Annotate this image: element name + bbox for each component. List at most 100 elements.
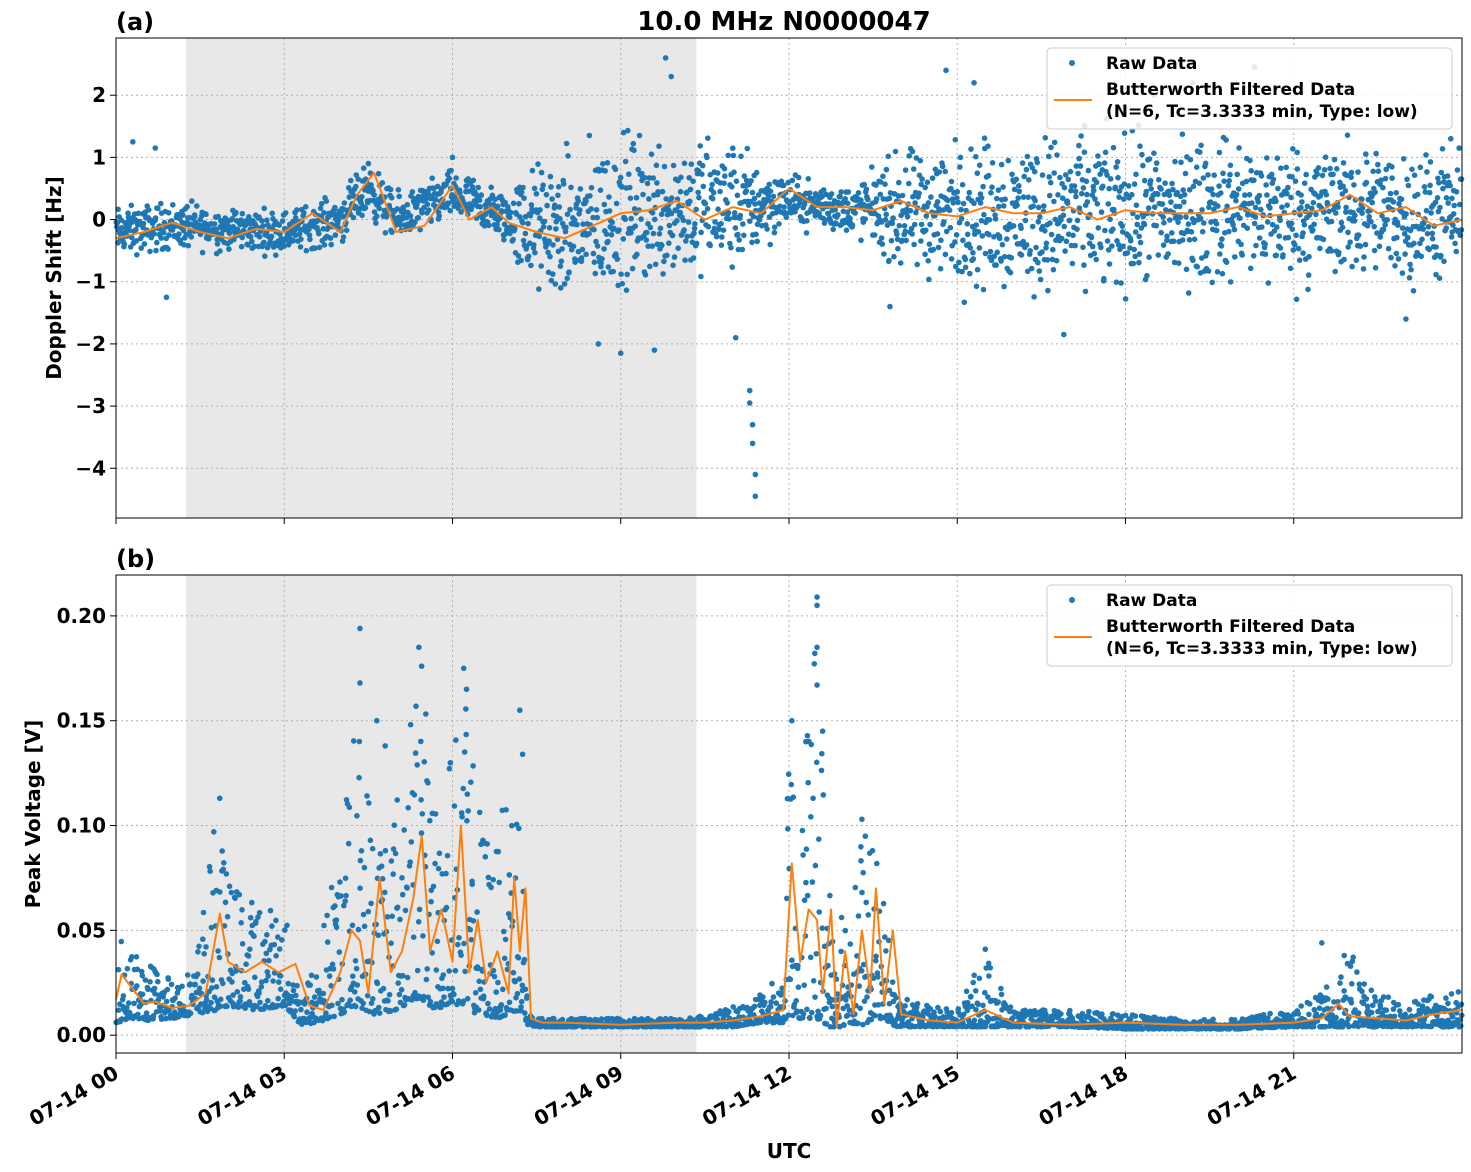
raw-data-point: [886, 257, 892, 264]
raw-data-point: [386, 991, 393, 998]
raw-data-point: [1288, 220, 1295, 227]
raw-data-point: [1371, 223, 1377, 230]
raw-data-point: [873, 196, 880, 202]
raw-data-point: [1162, 180, 1168, 186]
raw-data-point: [771, 229, 778, 236]
raw-data-point: [1188, 229, 1195, 235]
raw-data-point: [520, 220, 526, 226]
raw-data-point: [1401, 230, 1408, 237]
raw-data-point: [501, 237, 507, 243]
raw-data-point: [1263, 182, 1269, 188]
raw-data-point: [166, 232, 172, 238]
raw-data-point: [261, 239, 267, 246]
raw-data-point: [883, 211, 889, 218]
raw-data-point: [658, 211, 665, 218]
raw-data-point: [1008, 254, 1015, 261]
raw-data-point: [217, 1003, 224, 1010]
raw-data-point: [725, 152, 731, 159]
raw-data-point: [1298, 1003, 1304, 1009]
raw-data-point: [536, 233, 543, 240]
raw-data-point: [904, 996, 910, 1003]
raw-data-point: [496, 226, 502, 233]
raw-data-point: [317, 205, 324, 212]
raw-data-point: [559, 246, 565, 252]
raw-data-point: [1197, 149, 1203, 155]
raw-data-point: [1295, 1011, 1302, 1017]
raw-data-point: [1384, 217, 1391, 223]
raw-data-point: [842, 927, 849, 934]
raw-data-point: [423, 711, 429, 717]
raw-data-point: [1403, 316, 1409, 322]
raw-data-point: [1084, 191, 1090, 198]
raw-data-point: [470, 177, 477, 184]
raw-data-point: [463, 183, 469, 189]
raw-data-point: [1353, 257, 1360, 264]
raw-data-point: [721, 165, 728, 172]
raw-data-point: [812, 994, 818, 1000]
raw-data-point: [458, 952, 464, 958]
raw-data-point: [1409, 166, 1415, 173]
raw-data-point: [902, 167, 909, 173]
raw-data-point: [1217, 251, 1223, 257]
raw-data-point: [1000, 203, 1007, 209]
raw-data-point: [1439, 216, 1445, 222]
raw-data-point: [1206, 204, 1212, 211]
x-ticks: [115, 518, 1295, 524]
raw-data-point: [1055, 192, 1061, 198]
raw-data-point: [531, 242, 537, 248]
raw-data-point: [355, 926, 362, 933]
raw-data-point: [552, 281, 559, 287]
raw-data-point: [1007, 269, 1014, 276]
raw-data-point: [417, 226, 424, 233]
raw-data-point: [247, 914, 254, 921]
raw-data-point: [1160, 242, 1167, 248]
raw-data-point: [546, 238, 552, 244]
raw-data-point: [752, 201, 758, 207]
raw-data-point: [952, 263, 959, 270]
raw-data-point: [1115, 174, 1121, 181]
raw-data-point: [1104, 238, 1111, 244]
raw-data-point: [1074, 226, 1080, 232]
raw-data-point: [1351, 182, 1357, 188]
raw-data-point: [1293, 296, 1300, 303]
raw-data-point: [163, 294, 170, 301]
raw-data-point: [1290, 247, 1297, 253]
legend-box: [1046, 47, 1453, 130]
raw-data-point: [543, 191, 550, 198]
raw-data-point: [239, 210, 246, 217]
raw-data-point: [419, 811, 426, 817]
raw-data-point: [1175, 219, 1181, 225]
raw-data-point: [616, 227, 622, 233]
raw-data-point: [273, 953, 279, 959]
raw-data-point: [461, 749, 468, 755]
raw-data-point: [306, 232, 313, 238]
raw-data-point: [963, 207, 969, 214]
raw-data-point: [1398, 196, 1405, 202]
raw-data-point: [230, 992, 236, 998]
raw-data-point: [816, 909, 822, 915]
raw-data-point: [666, 240, 672, 246]
raw-data-point: [753, 231, 759, 238]
raw-data-point: [807, 954, 814, 961]
raw-data-point: [1119, 229, 1126, 235]
raw-data-point: [1090, 187, 1097, 194]
raw-data-point: [546, 225, 553, 231]
raw-data-point: [882, 181, 888, 187]
raw-data-point: [1102, 227, 1108, 234]
raw-data-point: [788, 781, 795, 788]
raw-data-point: [666, 222, 673, 229]
raw-data-point: [557, 285, 564, 291]
raw-data-point: [423, 976, 430, 983]
raw-data-point: [1301, 222, 1308, 228]
raw-data-point: [593, 238, 599, 245]
raw-data-point: [1349, 263, 1355, 270]
raw-data-point: [1118, 280, 1124, 286]
raw-data-point: [925, 258, 931, 264]
raw-data-point: [771, 224, 778, 230]
raw-data-point: [1017, 1024, 1023, 1030]
raw-data-point: [1364, 159, 1370, 166]
raw-data-point: [873, 182, 879, 188]
raw-data-point: [1078, 190, 1085, 197]
raw-data-point: [668, 210, 675, 217]
raw-data-point: [780, 182, 787, 189]
